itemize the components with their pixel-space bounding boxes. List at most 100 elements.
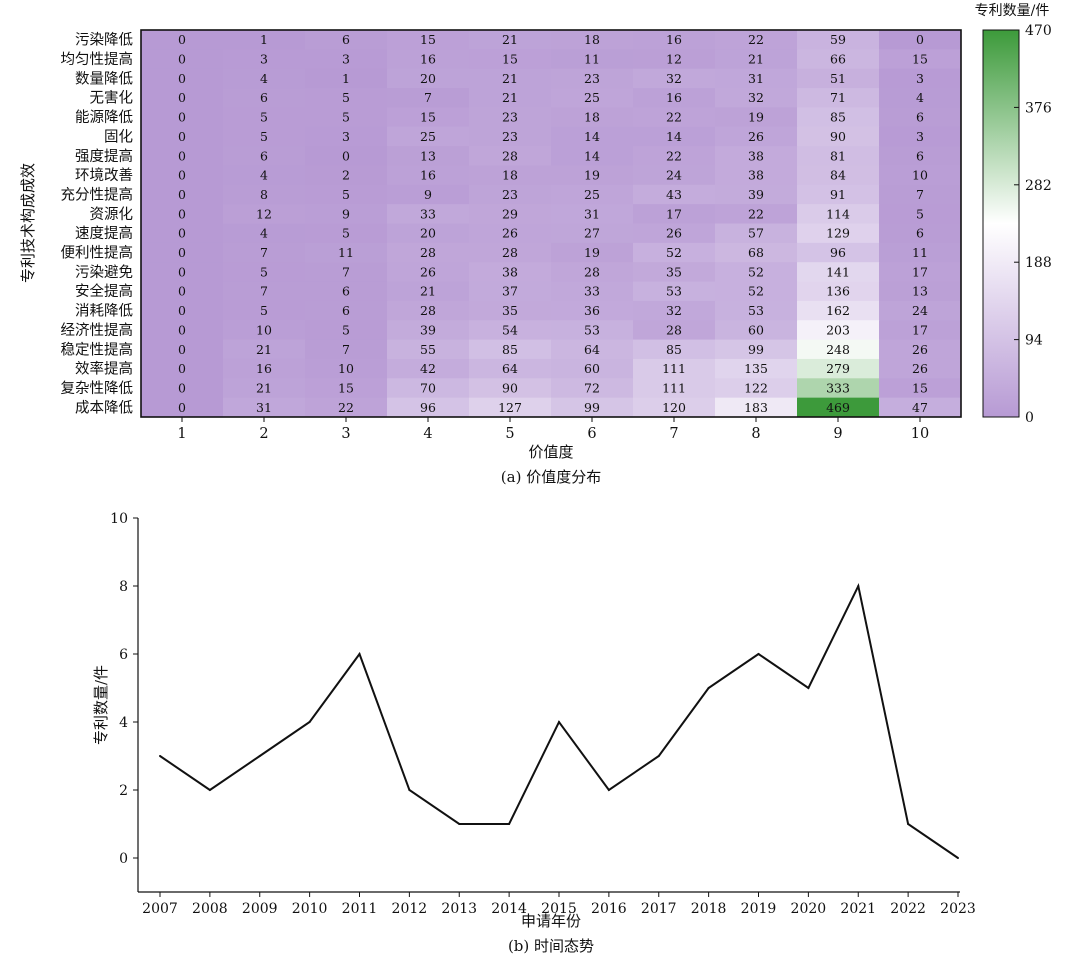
heatmap-cell xyxy=(879,242,962,263)
heatmap-x-tick-label: 10 xyxy=(911,426,929,442)
heatmap-cell-value: 37 xyxy=(502,284,518,299)
heatmap-cell-value: 469 xyxy=(826,400,850,415)
heatmap-cell-value: 60 xyxy=(584,361,600,376)
heatmap-cell xyxy=(223,358,306,379)
heatmap-cell-value: 122 xyxy=(744,380,768,395)
heatmap-cell xyxy=(715,49,798,70)
heatmap-cell-value: 23 xyxy=(584,71,600,86)
heatmap-cell-value: 4 xyxy=(260,168,268,183)
heatmap-y-tick-label: 污染避免 xyxy=(75,264,133,281)
line-x-tick-label: 2015 xyxy=(541,901,577,917)
heatmap-cell-value: 39 xyxy=(748,187,764,202)
heatmap-cell xyxy=(223,126,306,147)
heatmap-cell xyxy=(797,68,880,89)
heatmap-cell-value: 21 xyxy=(256,380,272,395)
heatmap-x-axis-label: 价值度 xyxy=(528,443,573,461)
heatmap-cell xyxy=(223,223,306,244)
heatmap-cell-value: 64 xyxy=(502,361,518,376)
heatmap-cell-value: 135 xyxy=(744,361,768,376)
heatmap-cell-value: 3 xyxy=(916,71,924,86)
heatmap-y-tick-label: 无害化 xyxy=(90,90,134,107)
line-data-point xyxy=(408,789,411,791)
heatmap-cell xyxy=(223,397,306,418)
heatmap-x-tick-label: 7 xyxy=(669,426,678,442)
heatmap-cell xyxy=(879,49,962,70)
heatmap-cell xyxy=(387,68,470,89)
heatmap-cell-value: 71 xyxy=(830,90,846,105)
heatmap-cell xyxy=(223,281,306,302)
heatmap-y-tick-label: 充分性提高 xyxy=(61,186,134,203)
line-data-point xyxy=(258,755,261,757)
heatmap-cell xyxy=(141,68,224,89)
heatmap-cell-value: 114 xyxy=(826,206,850,221)
line-y-tick-label: 2 xyxy=(119,783,128,799)
heatmap-cell xyxy=(141,49,224,70)
heatmap-cell xyxy=(879,126,962,147)
heatmap-cell xyxy=(387,358,470,379)
heatmap-cell-value: 3 xyxy=(260,52,268,67)
heatmap-cell-value: 51 xyxy=(830,71,846,86)
heatmap-cell-value: 23 xyxy=(502,129,518,144)
heatmap-cell-value: 15 xyxy=(502,52,518,67)
heatmap-cell xyxy=(551,165,634,186)
line-x-tick-label: 2012 xyxy=(392,901,428,917)
line-data-point xyxy=(508,823,511,825)
heatmap-cell-value: 13 xyxy=(912,284,928,299)
line-x-tick-label: 2020 xyxy=(791,901,827,917)
line-data-point xyxy=(807,687,810,689)
heatmap-cell xyxy=(387,378,470,399)
heatmap-cell xyxy=(387,242,470,263)
heatmap-cell xyxy=(141,126,224,147)
heatmap-cell-value: 91 xyxy=(830,187,846,202)
heatmap-cell xyxy=(715,165,798,186)
line-data-point xyxy=(657,755,660,757)
heatmap-cell-value: 15 xyxy=(912,52,928,67)
heatmap-cell xyxy=(633,300,716,321)
heatmap-cell-value: 0 xyxy=(178,380,186,395)
heatmap-cell-value: 70 xyxy=(420,380,436,395)
heatmap-cell-value: 0 xyxy=(178,187,186,202)
heatmap-cell xyxy=(387,146,470,166)
heatmap-cell xyxy=(387,49,470,70)
heatmap-cell xyxy=(551,242,634,263)
heatmap-cell xyxy=(797,281,880,302)
heatmap-cell-value: 21 xyxy=(502,32,518,47)
heatmap-cell xyxy=(797,242,880,263)
heatmap-cell xyxy=(551,339,634,360)
heatmap-cell-value: 3 xyxy=(342,129,350,144)
heatmap-cell-value: 64 xyxy=(584,342,600,357)
heatmap-cell xyxy=(141,339,224,360)
heatmap-cell xyxy=(305,126,388,147)
line-x-tick-label: 2010 xyxy=(292,901,328,917)
heatmap-y-tick-label: 能源降低 xyxy=(75,109,133,126)
heatmap-cell-value: 14 xyxy=(666,129,682,144)
heatmap-cell xyxy=(223,107,306,128)
heatmap-cell-value: 25 xyxy=(420,129,436,144)
heatmap-cell xyxy=(633,88,716,108)
heatmap-cell xyxy=(551,300,634,321)
heatmap-cell xyxy=(223,146,306,166)
heatmap-cell-value: 0 xyxy=(178,71,186,86)
heatmap-cell xyxy=(551,204,634,224)
line-x-axis-label: 申请年份 xyxy=(521,912,581,930)
line-data-point xyxy=(707,687,710,689)
heatmap-cell-value: 183 xyxy=(744,400,768,415)
heatmap-cell xyxy=(715,320,798,341)
heatmap-cell-value: 15 xyxy=(912,380,928,395)
heatmap-cell xyxy=(715,184,798,205)
heatmap-cell-value: 53 xyxy=(584,322,600,337)
heatmap-cell-value: 0 xyxy=(178,264,186,279)
heatmap-cell-value: 1 xyxy=(342,71,350,86)
heatmap-cell xyxy=(879,397,962,418)
heatmap-cell-value: 26 xyxy=(748,129,764,144)
heatmap-cell xyxy=(879,146,962,166)
heatmap-cell xyxy=(879,30,962,50)
heatmap-cell xyxy=(469,30,552,50)
heatmap-cell-value: 4 xyxy=(260,71,268,86)
heatmap-cell-value: 16 xyxy=(420,52,436,67)
heatmap-cell-value: 16 xyxy=(666,32,682,47)
heatmap-x-tick-label: 1 xyxy=(177,426,186,442)
heatmap-cell xyxy=(879,107,962,128)
heatmap-cell-value: 0 xyxy=(178,342,186,357)
heatmap-cell-value: 0 xyxy=(178,361,186,376)
